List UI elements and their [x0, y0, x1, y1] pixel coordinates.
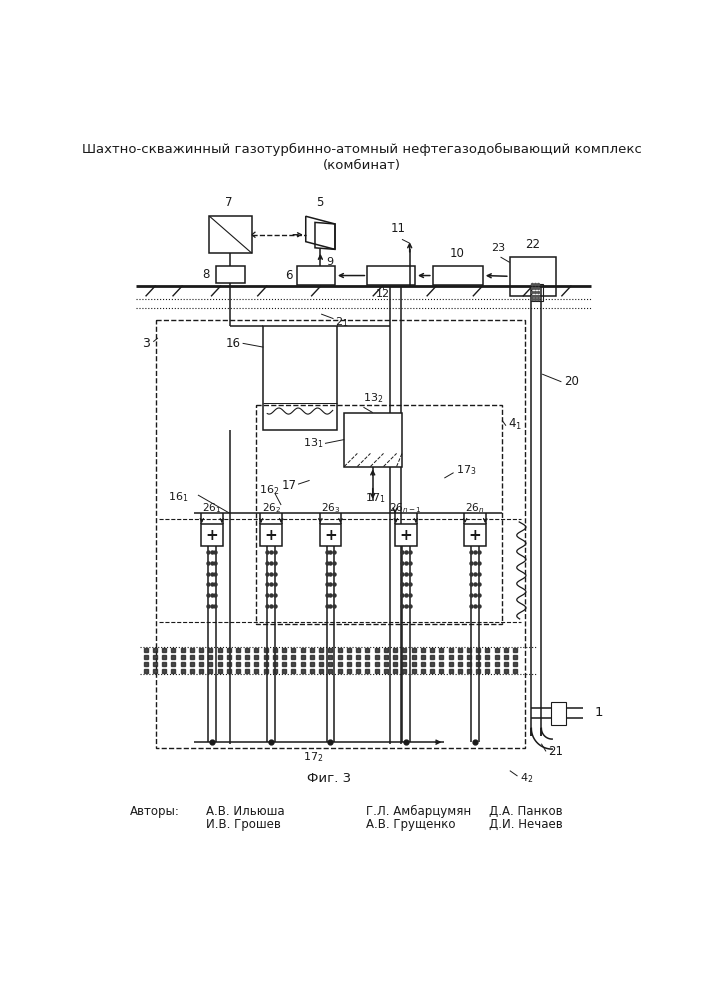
Text: $4_1$: $4_1$: [508, 417, 522, 432]
Bar: [216, 266, 245, 283]
Bar: [264, 326, 337, 430]
Text: Д.А. Панков: Д.А. Панков: [489, 805, 563, 818]
Text: $16_2$: $16_2$: [259, 483, 280, 496]
Text: 16: 16: [226, 337, 240, 350]
Text: Авторы:: Авторы:: [130, 805, 180, 818]
Bar: [156, 320, 525, 748]
Bar: [344, 413, 402, 466]
Text: $26_3$: $26_3$: [321, 501, 340, 515]
Bar: [256, 405, 502, 624]
Text: $13_2$: $13_2$: [363, 391, 383, 405]
Text: +: +: [399, 528, 412, 543]
Text: 21: 21: [549, 745, 563, 758]
Text: +: +: [469, 528, 481, 543]
Bar: [551, 702, 566, 725]
Text: $4_2$: $4_2$: [520, 771, 533, 785]
Text: А.В. Ильюша: А.В. Ильюша: [206, 805, 284, 818]
Text: Шахтно-скважинный газотурбинно-атомный нефтегазодобывающий комплекс: Шахтно-скважинный газотурбинно-атомный н…: [82, 143, 642, 156]
Text: $2_1$: $2_1$: [335, 315, 349, 329]
Text: 12: 12: [375, 289, 390, 299]
Text: Д.И. Нечаев: Д.И. Нечаев: [489, 818, 563, 831]
Text: +: +: [206, 528, 218, 543]
Bar: [395, 524, 416, 546]
Text: 7: 7: [225, 196, 233, 209]
Text: 10: 10: [450, 247, 465, 260]
Text: 1: 1: [595, 706, 603, 719]
Bar: [510, 257, 556, 296]
Text: $26_n$: $26_n$: [465, 501, 485, 515]
Text: 17: 17: [281, 479, 296, 492]
Text: +: +: [324, 528, 337, 543]
Text: 6: 6: [285, 269, 293, 282]
Text: $26_2$: $26_2$: [262, 501, 281, 515]
Text: 9: 9: [327, 257, 334, 267]
Bar: [209, 216, 252, 253]
Text: И.В. Грошев: И.В. Грошев: [206, 818, 281, 831]
Bar: [201, 524, 223, 546]
Text: $17_3$: $17_3$: [456, 463, 477, 477]
Bar: [296, 266, 335, 285]
Bar: [433, 266, 483, 285]
Text: 8: 8: [202, 268, 209, 281]
Text: 22: 22: [525, 238, 540, 251]
Text: 20: 20: [563, 375, 578, 388]
Text: $26_1$: $26_1$: [202, 501, 221, 515]
Text: $26_{n-1}$: $26_{n-1}$: [390, 501, 422, 515]
Text: 5: 5: [316, 196, 323, 209]
Text: А.В. Грущенко: А.В. Грущенко: [366, 818, 455, 831]
Bar: [320, 524, 341, 546]
Text: 3: 3: [142, 337, 150, 350]
Text: $17_1$: $17_1$: [365, 491, 385, 505]
Text: +: +: [264, 528, 277, 543]
Text: (комбинат): (комбинат): [323, 158, 401, 172]
Text: Фиг. 3: Фиг. 3: [307, 772, 351, 785]
Bar: [530, 284, 543, 301]
Text: $13_1$: $13_1$: [303, 437, 324, 450]
Bar: [368, 266, 415, 285]
Text: $17_2$: $17_2$: [303, 750, 324, 764]
Bar: [464, 524, 486, 546]
Bar: [260, 524, 282, 546]
Text: Г.Л. Амбарцумян: Г.Л. Амбарцумян: [366, 805, 471, 818]
Text: 11: 11: [391, 223, 406, 235]
Text: $16_1$: $16_1$: [168, 490, 189, 504]
Text: 23: 23: [491, 243, 506, 253]
